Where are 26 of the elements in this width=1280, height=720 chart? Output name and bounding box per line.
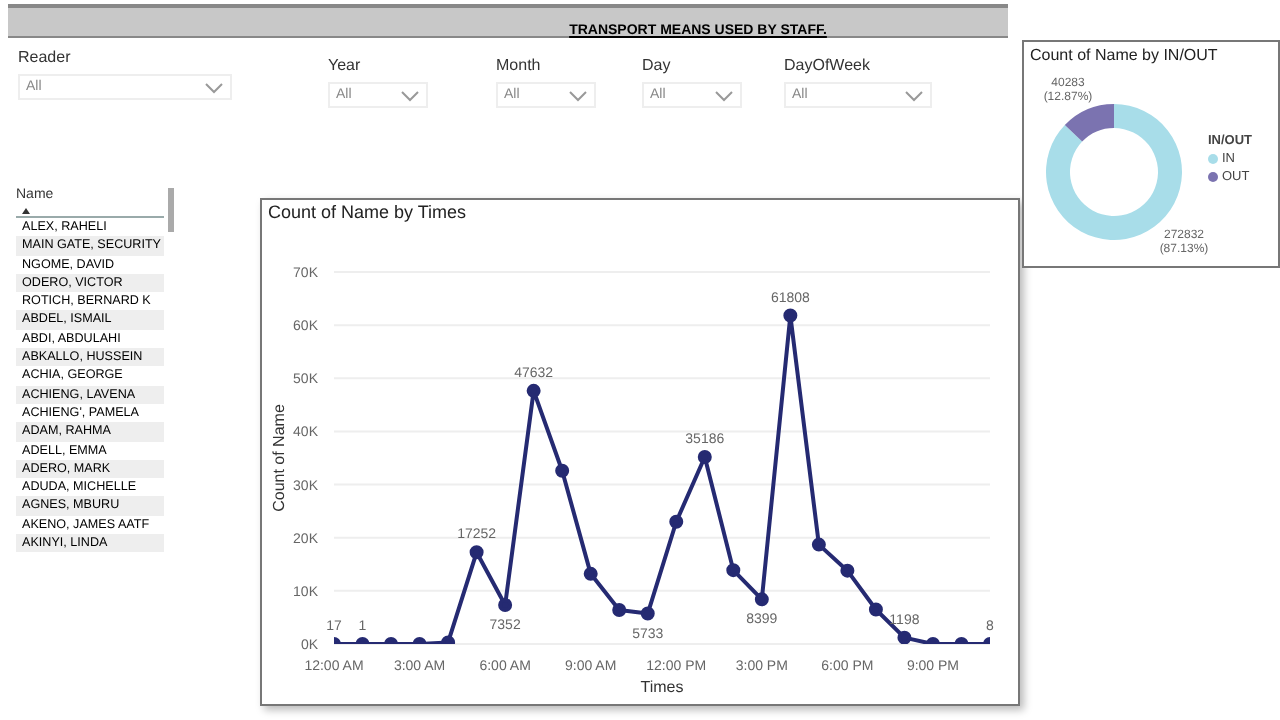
x-axis-title: Times bbox=[640, 678, 684, 696]
y-axis-title: Count of Name bbox=[269, 403, 288, 512]
point bbox=[555, 463, 570, 478]
donut-slice bbox=[1064, 104, 1114, 142]
point bbox=[640, 606, 655, 621]
point bbox=[840, 563, 855, 578]
text: Day bbox=[642, 56, 673, 74]
point bbox=[811, 537, 826, 552]
point bbox=[897, 630, 912, 644]
point bbox=[669, 514, 684, 529]
point bbox=[612, 602, 627, 617]
point bbox=[498, 597, 513, 612]
text: Year bbox=[328, 56, 363, 74]
text: Month bbox=[496, 56, 543, 74]
point bbox=[526, 383, 541, 398]
point bbox=[783, 308, 798, 323]
point bbox=[726, 563, 741, 578]
chart-title: Count of Name by Times bbox=[268, 202, 467, 222]
point bbox=[754, 592, 769, 607]
chart-title: Count of Name by IN/OUT bbox=[1030, 46, 1218, 64]
point bbox=[469, 545, 484, 560]
point bbox=[583, 566, 598, 581]
text: Reader bbox=[18, 48, 73, 66]
point bbox=[868, 602, 883, 617]
point bbox=[697, 450, 712, 465]
text: DayOfWeek bbox=[784, 56, 872, 74]
